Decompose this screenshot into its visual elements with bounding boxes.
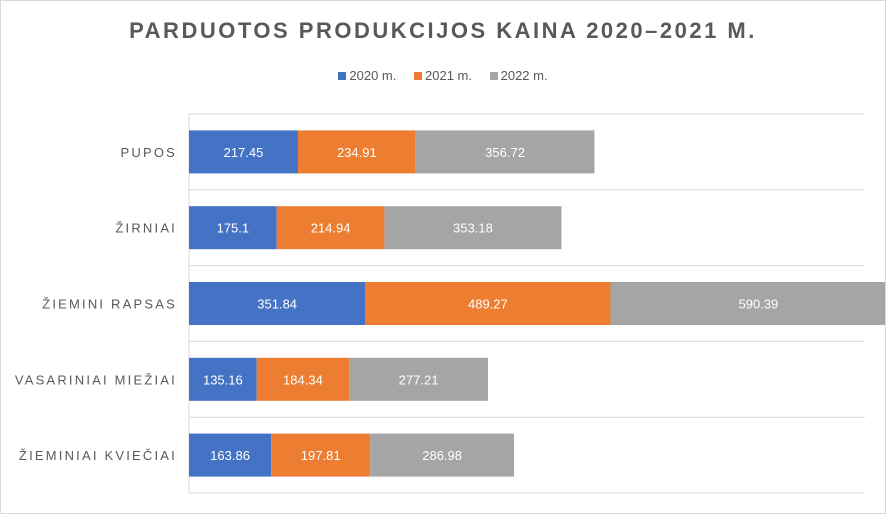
- data-label: 277.21: [399, 372, 439, 387]
- bar-segment: [256, 357, 350, 401]
- data-label: 135.16: [203, 372, 243, 387]
- category-label: VASARINIAI MIEŽIAI: [15, 372, 177, 387]
- bar-segment: [370, 433, 515, 477]
- bar-segment: [189, 206, 277, 250]
- legend: 2020 m. 2021 m. 2022 m.: [1, 68, 885, 83]
- data-label: 184.34: [283, 372, 323, 387]
- legend-label-2021: 2021 m.: [425, 68, 472, 83]
- data-label: 351.84: [257, 297, 297, 312]
- data-label: 286.98: [422, 448, 462, 463]
- legend-item-2020: 2020 m.: [338, 68, 396, 83]
- data-label: 590.39: [739, 297, 779, 312]
- data-label: 163.86: [210, 448, 250, 463]
- legend-item-2021: 2021 m.: [414, 68, 472, 83]
- data-label: 175.1: [217, 221, 250, 236]
- category-label: ŽIRNIAI: [115, 221, 177, 236]
- bar-segment: [276, 206, 385, 250]
- bar-segment: [189, 433, 272, 477]
- legend-swatch-2021: [414, 72, 422, 80]
- data-label: 214.94: [311, 221, 351, 236]
- data-label: 234.91: [337, 145, 377, 160]
- legend-label-2022: 2022 m.: [500, 68, 548, 83]
- legend-label-2020: 2020 m.: [349, 68, 397, 83]
- bar-segment: [384, 206, 562, 250]
- bar-segment: [189, 130, 298, 174]
- bar-segment: [189, 282, 366, 325]
- category-label: PUPOS: [120, 145, 177, 160]
- bar-segment: [365, 282, 611, 325]
- chart-title: PARDUOTOS PRODUKCIJOS KAINA 2020–2021 M.: [129, 18, 757, 43]
- legend-swatch-2022: [489, 72, 498, 80]
- bar-segment: [415, 130, 595, 174]
- legend-swatch-2020: [338, 72, 347, 80]
- bar-segment: [271, 433, 371, 477]
- category-label: ŽIEMINIAI KVIEČIAI: [19, 448, 177, 463]
- legend-item-2022: 2022 m.: [489, 68, 548, 83]
- bar-segment: [610, 282, 885, 325]
- bar-segment: [297, 130, 416, 174]
- data-label: 356.72: [485, 145, 525, 160]
- data-label: 197.81: [301, 448, 341, 463]
- bar-segment: [189, 357, 257, 401]
- category-label: ŽIEMINI RAPSAS: [42, 297, 177, 312]
- data-label: 353.18: [453, 221, 493, 236]
- data-label: 489.27: [468, 297, 508, 312]
- data-label: 217.45: [224, 145, 264, 160]
- bar-segment: [349, 357, 489, 401]
